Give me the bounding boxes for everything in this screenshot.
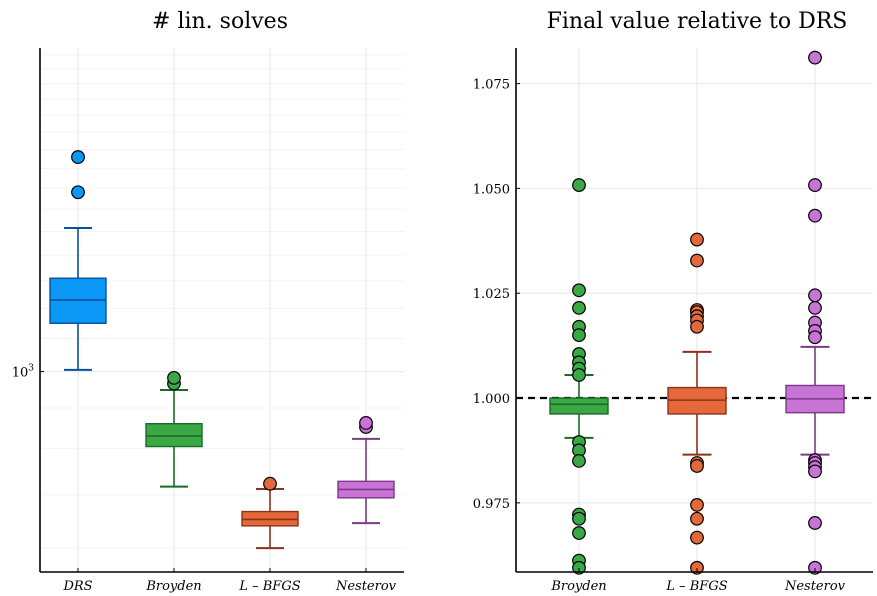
final-value-category-label: Broyden [550, 579, 606, 594]
outlier-point [572, 301, 586, 315]
lin-solves-box-4 [337, 416, 395, 525]
final-value-ytick-label: 1.050 [473, 182, 510, 197]
outlier-point [572, 328, 586, 343]
lin-solves-ytick-label: 103 [12, 364, 35, 381]
outlier-point [808, 330, 822, 345]
lin-solves-category-label: Nesterov [335, 579, 397, 594]
outlier-point [690, 560, 704, 575]
outlier-point [572, 283, 586, 298]
outlier-point [572, 511, 586, 526]
panel-final-value-title: Final value relative to DRS [547, 9, 848, 34]
lin-solves-category-label: DRS [62, 579, 92, 594]
final-value-box-3 [785, 50, 845, 575]
lin-solves-box-3 [241, 476, 299, 550]
final-value-box-1 [549, 178, 609, 575]
panel-lin-solves-title: # lin. solves [152, 9, 288, 34]
outlier-point [808, 464, 822, 479]
outlier-point [690, 498, 704, 512]
final-value-ytick-label: 1.025 [473, 287, 510, 302]
outlier-point [572, 560, 586, 575]
lin-solves-box-2 [145, 370, 203, 488]
final-value-category-label: Nesterov [784, 579, 846, 594]
outlier-point [808, 50, 822, 65]
panel-lin-solves: # lin. solves 103 DRS Broyden L – BFGS Neste… [12, 9, 404, 594]
outlier-point [690, 459, 704, 473]
outlier-point [572, 368, 586, 382]
outlier-point [690, 511, 704, 526]
lin-solves-category-label: L – BFGS [238, 579, 300, 594]
lin-solves-category-label: Broyden [145, 579, 201, 594]
box-iqr [549, 397, 609, 415]
outlier-point [808, 516, 822, 530]
outlier-point [808, 288, 822, 303]
outlier-point [690, 319, 704, 334]
outlier-point [690, 232, 704, 247]
lin-solves-box-1 [49, 150, 107, 371]
final-value-ytick-label: 1.000 [473, 392, 510, 407]
final-value-category-label: L – BFGS [665, 579, 727, 594]
panel-final-value: Final value relative to DRS 0.975 1.000 1.… [473, 9, 873, 594]
outlier-point [71, 150, 85, 164]
outlier-point [690, 253, 704, 268]
outlier-point [167, 370, 181, 385]
outlier-point [572, 454, 586, 468]
outlier-point [71, 185, 85, 200]
outlier-point [808, 178, 822, 192]
outlier-point [263, 476, 277, 491]
box-iqr [145, 423, 203, 448]
outlier-point [572, 178, 586, 192]
outlier-point [359, 416, 373, 430]
final-value-ytick-label: 1.075 [473, 78, 510, 93]
final-value-box-2 [667, 232, 727, 575]
outlier-point [808, 560, 822, 575]
outlier-point [572, 526, 586, 540]
outlier-point [808, 301, 822, 315]
outlier-point [690, 530, 704, 545]
outlier-point [808, 208, 822, 223]
final-value-ytick-label: 0.975 [473, 497, 510, 512]
